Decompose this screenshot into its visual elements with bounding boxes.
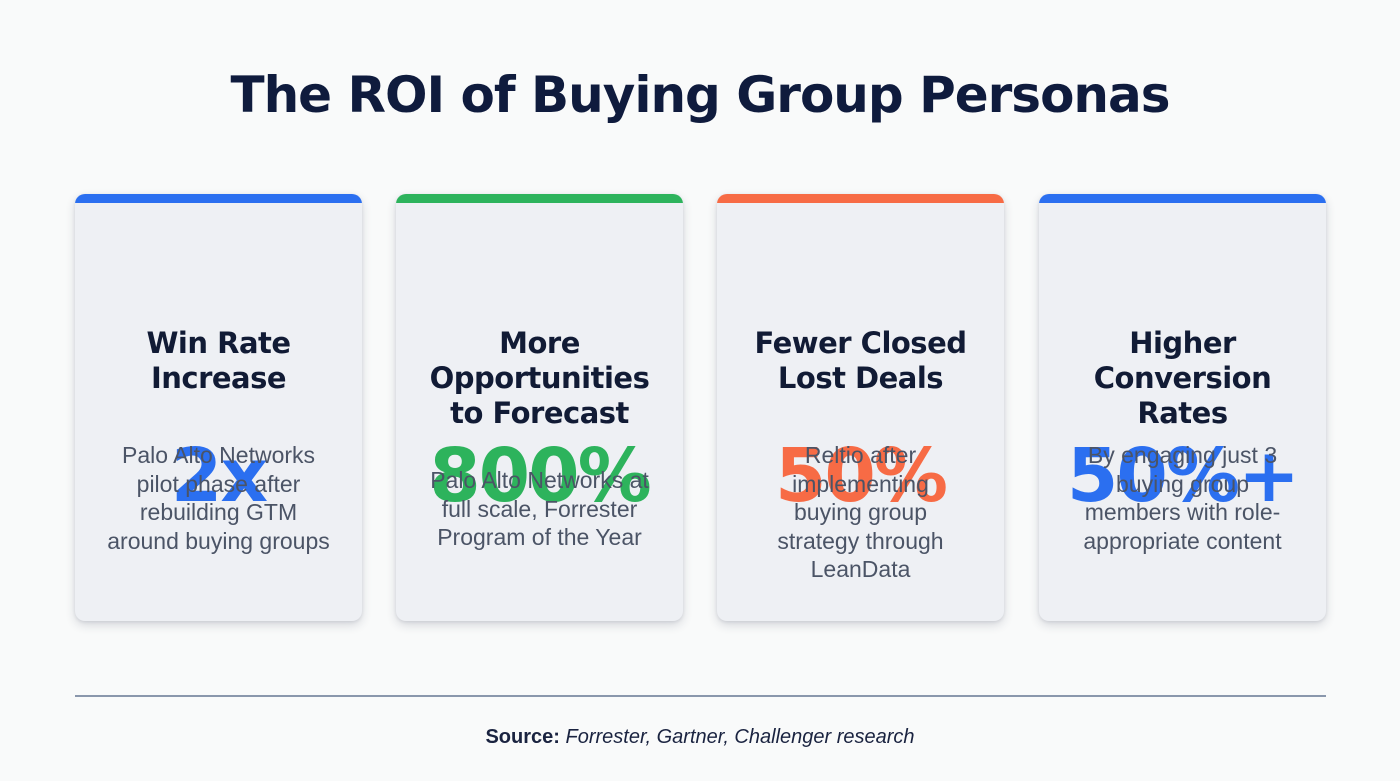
card-description: By engaging just 3 buying group members … bbox=[1083, 442, 1282, 554]
source-text: Forrester, Gartner, Challenger research bbox=[565, 726, 915, 748]
stat-value: 50%+ bbox=[1066, 433, 1300, 519]
stat-card-opportunities: 800% More Opportunities to Forecast Palo… bbox=[396, 194, 683, 621]
card-heading: Fewer Closed Lost Deals bbox=[754, 326, 968, 395]
card-description: Reltio after implementing buying group s… bbox=[777, 442, 944, 582]
card-accent-bar bbox=[396, 194, 683, 203]
card-accent-bar bbox=[75, 194, 362, 203]
stat-value: 50% bbox=[774, 433, 948, 519]
card-heading: More Opportunities to Forecast bbox=[429, 326, 650, 430]
card-accent-bar bbox=[1039, 194, 1326, 203]
stat-card-conversion: 50%+ Higher Conversion Rates By engaging… bbox=[1039, 194, 1326, 621]
stat-value: 800% bbox=[429, 433, 652, 519]
source-label: Source: bbox=[485, 726, 560, 748]
page-title: The ROI of Buying Group Personas bbox=[230, 66, 1170, 124]
card-accent-bar bbox=[717, 194, 1004, 203]
divider bbox=[75, 695, 1326, 697]
card-description: Palo Alto Networks at full scale, Forres… bbox=[430, 467, 649, 550]
card-description: Palo Alto Networks pilot phase after reb… bbox=[107, 442, 330, 554]
card-heading: Win Rate Increase bbox=[146, 326, 291, 395]
source-citation: Source: Forrester, Gartner, Challenger r… bbox=[0, 726, 1400, 749]
stat-card-closed-lost: 50% Fewer Closed Lost Deals Reltio after… bbox=[717, 194, 1004, 621]
stat-card-win-rate: 2x Win Rate Increase Palo Alto Networks … bbox=[75, 194, 362, 621]
stat-value: 2x bbox=[170, 433, 268, 519]
card-heading: Higher Conversion Rates bbox=[1093, 326, 1272, 430]
